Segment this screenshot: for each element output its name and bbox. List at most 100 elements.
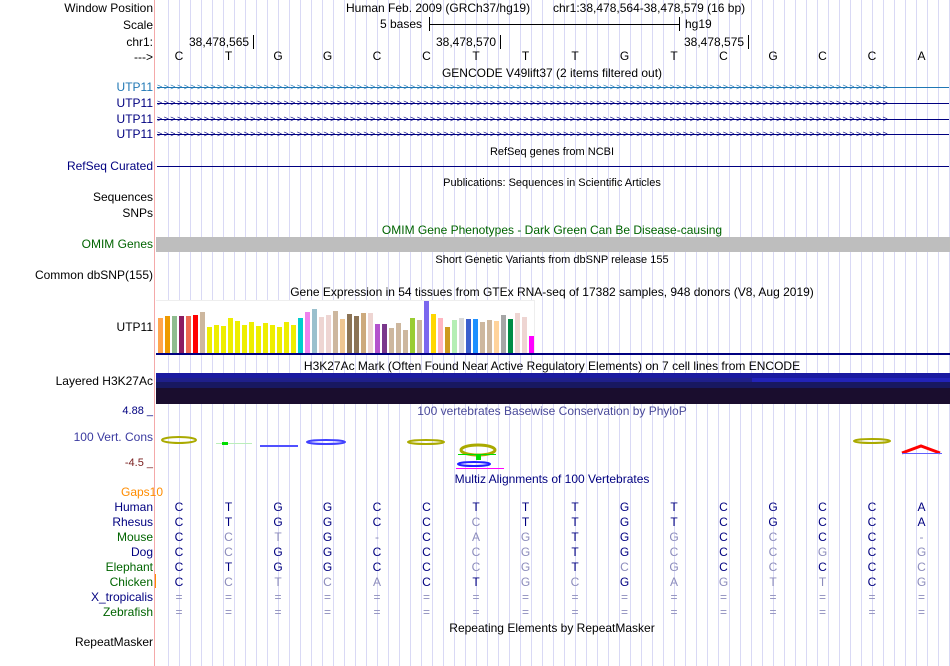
- gtex-tissue-bar[interactable]: [501, 315, 506, 354]
- alignment-base: T: [571, 500, 579, 514]
- gtex-tissue-bar[interactable]: [172, 315, 177, 354]
- alignment-base: =: [868, 605, 876, 619]
- dbsnp-label[interactable]: Common dbSNP(155): [34, 268, 153, 282]
- alignment-base: C: [669, 545, 679, 559]
- gtex-tissue-bar[interactable]: [312, 308, 317, 354]
- gene-model-utp11[interactable]: >>>>>>>>>>>>>>>>>>>>>>>>>>>>>>>>>>>>>>>>…: [157, 83, 949, 92]
- gtex-tissue-bar[interactable]: [207, 326, 212, 354]
- gtex-tissue-bar[interactable]: [410, 318, 415, 354]
- species-label[interactable]: Elephant: [105, 560, 153, 574]
- gaps-label[interactable]: Gaps10: [121, 485, 164, 499]
- gencode-item-label[interactable]: UTP11: [116, 80, 153, 94]
- gtex-tissue-bar[interactable]: [480, 322, 485, 354]
- gencode-item-label[interactable]: UTP11: [116, 112, 153, 126]
- gtex-tissue-bar[interactable]: [347, 314, 352, 354]
- alignment-base: =: [521, 590, 530, 604]
- alignment-base: =: [917, 590, 926, 604]
- gtex-label[interactable]: UTP11: [116, 320, 153, 334]
- gtex-tissue-bar[interactable]: [375, 324, 380, 354]
- gtex-tissue-bar[interactable]: [221, 325, 226, 354]
- refseq-gene-line[interactable]: [157, 166, 949, 167]
- gtex-tissue-bar[interactable]: [487, 320, 492, 354]
- gtex-tissue-bar[interactable]: [242, 324, 247, 354]
- gtex-tissue-bar[interactable]: [508, 319, 513, 354]
- gtex-tissue-bar[interactable]: [529, 336, 534, 354]
- gtex-tissue-bar[interactable]: [186, 315, 191, 354]
- gtex-tissue-bar[interactable]: [396, 323, 401, 354]
- gene-model-utp11[interactable]: >>>>>>>>>>>>>>>>>>>>>>>>>>>>>>>>>>>>>>>>…: [157, 130, 949, 139]
- gtex-tissue-bar[interactable]: [417, 320, 422, 354]
- omim-gene-bar[interactable]: [156, 237, 950, 252]
- gtex-tissue-bar[interactable]: [214, 325, 219, 354]
- gtex-tissue-bar[interactable]: [305, 312, 310, 354]
- gtex-tissue-bar[interactable]: [333, 311, 338, 354]
- repeatmasker-label[interactable]: RepeatMasker: [74, 635, 153, 649]
- species-label[interactable]: Human: [114, 500, 153, 514]
- gtex-tissue-bar[interactable]: [284, 322, 289, 354]
- gtex-tissue-bar[interactable]: [431, 314, 436, 354]
- species-label[interactable]: Mouse: [116, 530, 153, 544]
- gtex-tissue-bar[interactable]: [256, 325, 261, 354]
- gtex-tissue-bar[interactable]: [200, 312, 205, 354]
- gene-model-utp11[interactable]: >>>>>>>>>>>>>>>>>>>>>>>>>>>>>>>>>>>>>>>>…: [157, 115, 949, 124]
- species-label[interactable]: Zebrafish: [102, 605, 153, 619]
- alignment-base: C: [323, 575, 332, 589]
- gtex-tissue-bar[interactable]: [298, 318, 303, 354]
- gencode-item-label[interactable]: UTP11: [116, 127, 153, 141]
- h3k27ac-label[interactable]: Layered H3K27Ac: [55, 374, 153, 388]
- position-range[interactable]: chr1:38,478,564-38,478,579 (16 bp): [553, 1, 746, 15]
- gtex-tissue-bar[interactable]: [277, 326, 282, 354]
- gencode-item-label[interactable]: UTP11: [116, 96, 153, 110]
- h3k27ac-signal[interactable]: [156, 373, 950, 404]
- species-label[interactable]: X_tropicalis: [90, 590, 153, 604]
- gtex-tissue-bar[interactable]: [459, 318, 464, 354]
- phylop-label[interactable]: 100 Vert. Cons: [73, 430, 153, 444]
- gtex-tissue-bar[interactable]: [340, 319, 345, 354]
- gtex-tissue-bar[interactable]: [158, 317, 163, 354]
- label-divider[interactable]: [154, 0, 155, 666]
- refseq-label[interactable]: RefSeq Curated: [66, 159, 153, 173]
- gtex-tissue-bar[interactable]: [382, 324, 387, 354]
- gtex-tissue-bar[interactable]: [361, 313, 366, 354]
- gtex-tissue-bar[interactable]: [389, 328, 394, 354]
- gtex-tissue-bar[interactable]: [466, 319, 471, 354]
- gtex-tissue-bar[interactable]: [319, 316, 324, 354]
- gtex-tissue-bar[interactable]: [354, 316, 359, 354]
- snps-label[interactable]: SNPs: [122, 206, 153, 220]
- gtex-tissue-bar[interactable]: [235, 321, 240, 354]
- gtex-tissue-bar[interactable]: [403, 330, 408, 354]
- gtex-tissue-bar[interactable]: [438, 317, 443, 354]
- alignment-base: =: [769, 590, 777, 604]
- species-label[interactable]: Rhesus: [112, 515, 153, 529]
- gtex-tissue-bar[interactable]: [424, 301, 429, 354]
- alignment-base: =: [472, 590, 480, 604]
- gtex-bar-chart[interactable]: [156, 300, 535, 354]
- phylop-logo-graph[interactable]: [156, 430, 950, 470]
- gene-model-utp11[interactable]: >>>>>>>>>>>>>>>>>>>>>>>>>>>>>>>>>>>>>>>>…: [157, 99, 949, 108]
- gtex-tissue-bar[interactable]: [165, 316, 170, 354]
- gtex-tissue-bar[interactable]: [249, 322, 254, 354]
- gtex-tissue-bar[interactable]: [193, 315, 198, 354]
- gtex-tissue-bar[interactable]: [473, 319, 478, 354]
- gtex-tissue-bar[interactable]: [452, 320, 457, 354]
- gtex-tissue-bar[interactable]: [522, 316, 527, 354]
- species-label[interactable]: Dog: [130, 545, 153, 559]
- gtex-tissue-bar[interactable]: [494, 321, 499, 354]
- alignment-base: =: [571, 605, 579, 619]
- alignment-base: =: [818, 590, 827, 604]
- gtex-tissue-bar[interactable]: [368, 313, 373, 354]
- gtex-tissue-bar[interactable]: [179, 315, 184, 354]
- omim-label[interactable]: OMIM Genes: [81, 237, 153, 251]
- gtex-tissue-bar[interactable]: [326, 315, 331, 354]
- gtex-tissue-bar[interactable]: [263, 323, 268, 354]
- gtex-tissue-bar[interactable]: [445, 327, 450, 354]
- gtex-tissue-bar[interactable]: [228, 317, 233, 354]
- gtex-tissue-bar[interactable]: [270, 324, 275, 354]
- base-letter: C: [422, 49, 431, 63]
- species-label[interactable]: Chicken: [109, 575, 153, 589]
- gtex-baseline: [156, 353, 950, 355]
- gtex-tissue-bar[interactable]: [291, 324, 296, 354]
- sequences-label[interactable]: Sequences: [92, 190, 153, 204]
- gtex-tissue-bar[interactable]: [515, 313, 520, 354]
- alignment-base: C: [818, 515, 827, 529]
